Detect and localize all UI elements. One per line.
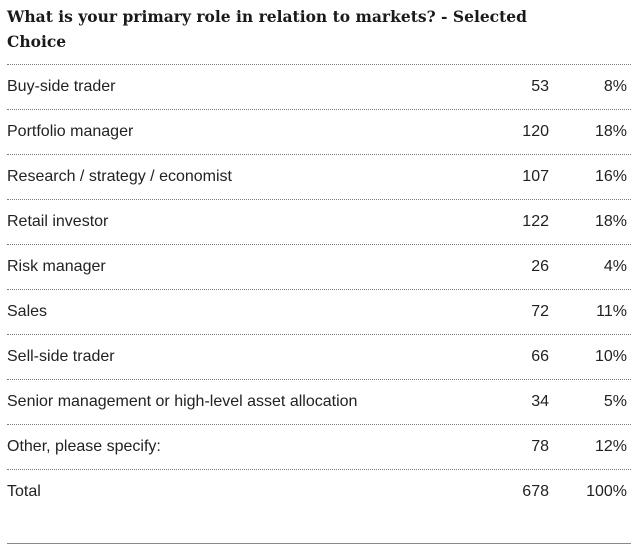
bottom-divider — [7, 543, 631, 544]
results-table: Buy-side trader 53 8% Portfolio manager … — [7, 64, 631, 514]
row-label: Risk manager — [7, 258, 106, 275]
row-percent: 11% — [596, 303, 627, 320]
row-count: 78 — [531, 438, 549, 455]
row-count: 66 — [531, 348, 549, 365]
row-label: Other, please specify: — [7, 438, 161, 455]
table-row: Buy-side trader 53 8% — [7, 64, 631, 109]
row-count: 26 — [531, 258, 549, 275]
total-count: 678 — [522, 483, 549, 500]
table-row: Research / strategy / economist 107 16% — [7, 154, 631, 199]
row-count: 72 — [531, 303, 549, 320]
row-label: Sales — [7, 303, 48, 320]
row-count: 122 — [522, 213, 549, 230]
row-percent: 12% — [594, 438, 627, 455]
total-label: Total — [7, 483, 41, 500]
row-label: Senior management or high-level asset al… — [7, 393, 358, 410]
row-percent: 18% — [594, 123, 627, 140]
row-count: 34 — [531, 393, 549, 410]
row-label: Portfolio manager — [7, 123, 134, 140]
row-percent: 4% — [603, 258, 627, 275]
row-percent: 5% — [603, 393, 627, 410]
table-row: Retail investor 122 18% — [7, 199, 631, 244]
row-count: 107 — [522, 168, 549, 185]
row-label: Retail investor — [7, 213, 109, 230]
table-title: What is your primary role in relation to… — [7, 7, 527, 51]
total-percent: 100% — [586, 483, 627, 500]
row-percent: 10% — [594, 348, 627, 365]
table-row: Sales 72 11% — [7, 289, 631, 334]
table-row: Senior management or high-level asset al… — [7, 379, 631, 424]
row-percent: 16% — [594, 168, 627, 185]
row-count: 120 — [522, 123, 549, 140]
table-row: Risk manager 26 4% — [7, 244, 631, 289]
row-percent: 8% — [603, 78, 627, 95]
table-row: Sell-side trader 66 10% — [7, 334, 631, 379]
table-row: Portfolio manager 120 18% — [7, 109, 631, 154]
row-label: Sell-side trader — [7, 348, 115, 365]
total-row: Total 678 100% — [7, 469, 631, 514]
row-label: Buy-side trader — [7, 78, 116, 95]
row-count: 53 — [531, 78, 549, 95]
row-percent: 18% — [594, 213, 627, 230]
table-row: Other, please specify: 78 12% — [7, 424, 631, 469]
row-label: Research / strategy / economist — [7, 168, 232, 185]
